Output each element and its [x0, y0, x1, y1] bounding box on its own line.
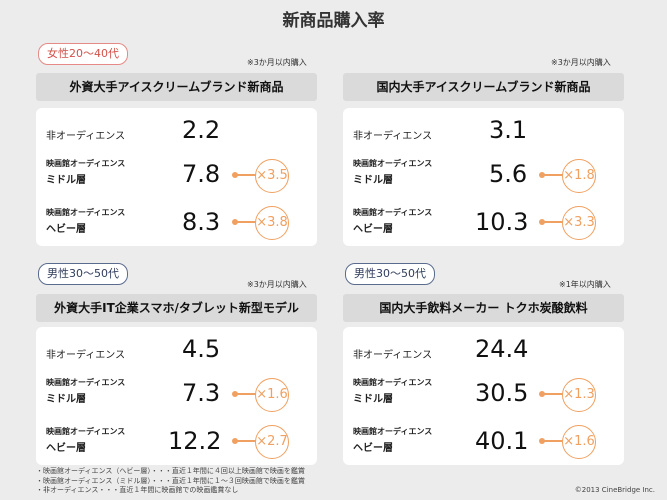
row-label: 映画館オーディエンス: [353, 427, 433, 436]
product-header: 国内大手飲料メーカー トクホ炭酸飲料: [343, 294, 624, 322]
row-sublabel: ミドル層: [46, 394, 86, 405]
rate-value: 40.1: [475, 427, 529, 455]
ratio-badge: ×3.3: [562, 206, 596, 240]
purchase-period-note: ※1年以内購入: [559, 280, 611, 289]
row-label: 映画館オーディエンス: [46, 208, 126, 217]
rate-value: 30.5: [475, 379, 529, 407]
stats-card: 非オーディエンス 3.1 映画館オーディエンス ミドル層 5.6 ×1.8 映画…: [343, 108, 624, 246]
ratio-badge: ×3.5: [255, 159, 289, 193]
connector-line: [236, 393, 256, 395]
row-non-audience: 非オーディエンス 2.2: [36, 108, 317, 148]
row-label: 非オーディエンス: [353, 131, 433, 142]
ratio-badge: ×1.6: [255, 378, 289, 412]
row-label: 非オーディエンス: [46, 350, 126, 361]
panel-male-domestic-drink: 男性30〜50代 ※1年以内購入 国内大手飲料メーカー トクホ炭酸飲料 非オーデ…: [343, 259, 624, 465]
row-sublabel: ヘビー層: [353, 443, 393, 454]
product-header: 国内大手アイスクリームブランド新商品: [343, 73, 624, 101]
ratio-badge: ×1.3: [562, 378, 596, 412]
row-middle: 映画館オーディエンス ミドル層 7.8 ×3.5: [36, 148, 317, 198]
row-heavy: 映画館オーディエンス ヘビー層 12.2 ×2.7: [36, 417, 317, 465]
row-heavy: 映画館オーディエンス ヘビー層 8.3 ×3.8: [36, 198, 317, 246]
ratio-badge: ×1.8: [562, 159, 596, 193]
row-label: 映画館オーディエンス: [46, 378, 126, 387]
footnote-heavy: ・映画館オーディエンス（ヘビー層）・・・直近１年間に４回以上映画館で映画を鑑賞: [36, 467, 305, 475]
connector-dot: [539, 391, 545, 397]
connector-line: [543, 174, 563, 176]
product-header: 外資大手アイスクリームブランド新商品: [36, 73, 317, 101]
row-label: 映画館オーディエンス: [353, 378, 433, 387]
rate-value: 5.6: [489, 160, 528, 188]
ratio-badge: ×1.6: [562, 425, 596, 459]
row-label: 映画館オーディエンス: [46, 159, 126, 168]
row-sublabel: ヘビー層: [46, 224, 86, 235]
rate-value: 12.2: [168, 427, 222, 455]
row-non-audience: 非オーディエンス 3.1: [343, 108, 624, 148]
connector-dot: [539, 219, 545, 225]
connector-line: [543, 393, 563, 395]
row-label: 非オーディエンス: [353, 350, 433, 361]
segment-tag: 男性30〜50代: [345, 263, 435, 285]
rate-value: 3.1: [489, 116, 528, 144]
connector-line: [543, 221, 563, 223]
purchase-period-note: ※3か月以内購入: [247, 58, 307, 67]
rate-value: 2.2: [182, 116, 221, 144]
row-middle: 映画館オーディエンス ミドル層 30.5 ×1.3: [343, 367, 624, 417]
segment-tag: 男性30〜50代: [38, 263, 128, 285]
purchase-period-note: ※3か月以内購入: [247, 280, 307, 289]
row-middle: 映画館オーディエンス ミドル層 5.6 ×1.8: [343, 148, 624, 198]
rate-value: 24.4: [475, 335, 529, 363]
row-middle: 映画館オーディエンス ミドル層 7.3 ×1.6: [36, 367, 317, 417]
rate-value: 7.8: [182, 160, 221, 188]
rate-value: 7.3: [182, 379, 221, 407]
rate-value: 4.5: [182, 335, 221, 363]
copyright: ©2013 CineBridge Inc.: [574, 486, 655, 494]
connector-line: [236, 440, 256, 442]
panel-female-foreign-icecream: 女性20〜40代 ※3か月以内購入 外資大手アイスクリームブランド新商品 非オー…: [36, 40, 317, 250]
row-sublabel: ミドル層: [353, 394, 393, 405]
connector-line: [236, 174, 256, 176]
row-label: 非オーディエンス: [46, 131, 126, 142]
ratio-badge: ×2.7: [255, 425, 289, 459]
stats-card: 非オーディエンス 2.2 映画館オーディエンス ミドル層 7.8 ×3.5 映画…: [36, 108, 317, 246]
connector-dot: [539, 172, 545, 178]
connector-dot: [232, 219, 238, 225]
row-non-audience: 非オーディエンス 24.4: [343, 327, 624, 367]
rate-value: 10.3: [475, 208, 529, 236]
row-sublabel: ヘビー層: [46, 443, 86, 454]
row-label: 映画館オーディエンス: [353, 208, 433, 217]
panel-male-foreign-it: 男性30〜50代 ※3か月以内購入 外資大手IT企業スマホ/タブレット新型モデル…: [36, 259, 317, 465]
footnote-non-audience: ・非オーディエンス・・・直近１年間に映画館での映画鑑賞なし: [36, 486, 239, 494]
segment-tag: 女性20〜40代: [38, 43, 128, 65]
connector-line: [543, 440, 563, 442]
connector-dot: [539, 438, 545, 444]
row-heavy: 映画館オーディエンス ヘビー層 40.1 ×1.6: [343, 417, 624, 465]
stats-card: 非オーディエンス 24.4 映画館オーディエンス ミドル層 30.5 ×1.3 …: [343, 327, 624, 465]
row-label: 映画館オーディエンス: [46, 427, 126, 436]
row-sublabel: ミドル層: [46, 175, 86, 186]
row-sublabel: ヘビー層: [353, 224, 393, 235]
row-sublabel: ミドル層: [353, 175, 393, 186]
connector-line: [236, 221, 256, 223]
rate-value: 8.3: [182, 208, 221, 236]
row-heavy: 映画館オーディエンス ヘビー層 10.3 ×3.3: [343, 198, 624, 246]
page-title: 新商品購入率: [282, 11, 385, 31]
connector-dot: [232, 438, 238, 444]
footnotes: ・映画館オーディエンス（ヘビー層）・・・直近１年間に４回以上映画館で映画を鑑賞 …: [36, 467, 305, 496]
row-non-audience: 非オーディエンス 4.5: [36, 327, 317, 367]
connector-dot: [232, 172, 238, 178]
product-header: 外資大手IT企業スマホ/タブレット新型モデル: [36, 294, 317, 322]
connector-dot: [232, 391, 238, 397]
stats-card: 非オーディエンス 4.5 映画館オーディエンス ミドル層 7.3 ×1.6 映画…: [36, 327, 317, 465]
purchase-period-note: ※3か月以内購入: [551, 58, 611, 67]
row-label: 映画館オーディエンス: [353, 159, 433, 168]
ratio-badge: ×3.8: [255, 206, 289, 240]
panel-domestic-icecream: ※3か月以内購入 国内大手アイスクリームブランド新商品 非オーディエンス 3.1…: [343, 40, 624, 250]
footnote-middle: ・映画館オーディエンス（ミドル層）・・・直近１年間に１〜３回映画館で映画を鑑賞: [36, 476, 305, 485]
